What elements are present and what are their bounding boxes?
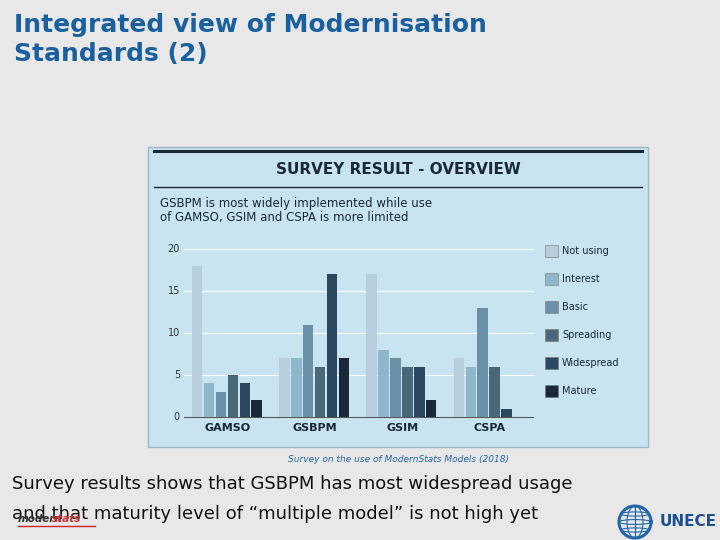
- Bar: [216, 392, 226, 417]
- Text: Mature: Mature: [562, 386, 596, 396]
- Text: Basic: Basic: [562, 302, 588, 312]
- Text: GAMSO: GAMSO: [204, 423, 251, 433]
- Bar: [291, 358, 302, 417]
- Bar: [414, 367, 425, 417]
- Bar: [545, 245, 558, 257]
- Bar: [315, 367, 325, 417]
- Text: of GAMSO, GSIM and CSPA is more limited: of GAMSO, GSIM and CSPA is more limited: [160, 211, 408, 224]
- Bar: [402, 367, 413, 417]
- Text: Interest: Interest: [562, 274, 600, 284]
- Text: 0: 0: [174, 412, 180, 422]
- Text: GSBPM is most widely implemented while use: GSBPM is most widely implemented while u…: [160, 197, 432, 210]
- Text: GSBPM: GSBPM: [292, 423, 337, 433]
- Bar: [228, 375, 238, 417]
- Text: 10: 10: [168, 328, 180, 338]
- Bar: [303, 325, 313, 417]
- Bar: [545, 357, 558, 369]
- Text: Spreading: Spreading: [562, 330, 611, 340]
- Text: Not using: Not using: [562, 246, 608, 256]
- Bar: [426, 400, 436, 417]
- Text: CSPA: CSPA: [473, 423, 505, 433]
- Bar: [327, 274, 337, 417]
- Bar: [454, 358, 464, 417]
- Bar: [490, 367, 500, 417]
- Bar: [545, 385, 558, 397]
- Bar: [251, 400, 262, 417]
- Bar: [477, 308, 488, 417]
- Bar: [338, 358, 349, 417]
- Bar: [366, 274, 377, 417]
- Text: Standards (2): Standards (2): [14, 42, 207, 66]
- Text: 5: 5: [174, 370, 180, 380]
- Bar: [279, 358, 289, 417]
- Bar: [204, 383, 215, 417]
- Bar: [545, 273, 558, 285]
- Bar: [501, 409, 512, 417]
- Bar: [466, 367, 476, 417]
- Bar: [390, 358, 401, 417]
- Text: GSIM: GSIM: [386, 423, 418, 433]
- Text: SURVEY RESULT - OVERVIEW: SURVEY RESULT - OVERVIEW: [276, 163, 521, 178]
- FancyBboxPatch shape: [148, 147, 648, 447]
- Text: Widespread: Widespread: [562, 358, 619, 368]
- Text: stats: stats: [52, 514, 81, 524]
- Bar: [192, 266, 202, 417]
- Bar: [545, 329, 558, 341]
- Text: modern: modern: [18, 514, 63, 524]
- Text: and that maturity level of “multiple model” is not high yet: and that maturity level of “multiple mod…: [12, 505, 538, 523]
- Bar: [545, 301, 558, 313]
- Text: Survey on the use of ModernStats Models (2018): Survey on the use of ModernStats Models …: [287, 455, 508, 464]
- Text: Integrated view of Modernisation: Integrated view of Modernisation: [14, 13, 487, 37]
- Text: 20: 20: [168, 244, 180, 254]
- Text: 15: 15: [168, 286, 180, 296]
- Bar: [240, 383, 250, 417]
- Text: Survey results shows that GSBPM has most widespread usage: Survey results shows that GSBPM has most…: [12, 475, 572, 493]
- Text: UNECE: UNECE: [660, 515, 717, 530]
- Bar: [378, 350, 389, 417]
